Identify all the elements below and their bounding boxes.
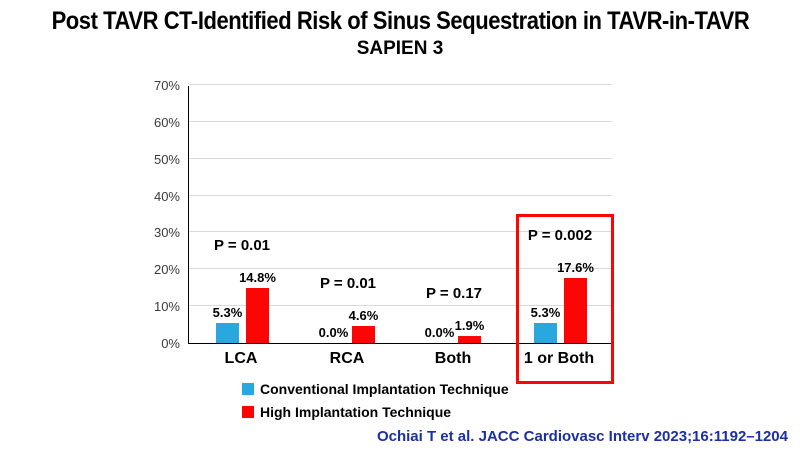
plot-area: 5.3% 14.8% P = 0.01 0.0% 4.6% P = 0.01 0.0% 1.9… (188, 84, 613, 344)
value-label: 14.8% (239, 270, 276, 286)
category-label-both: Both (434, 350, 472, 367)
value-label: 0.0% (424, 325, 455, 340)
gridline (189, 120, 612, 122)
bar-high-1-or-both (564, 278, 587, 343)
chart-subtitle: SAPIEN 3 (356, 38, 444, 59)
p-value-label: P = 0.01 (319, 275, 377, 293)
legend-label-conventional: Conventional Implantation Technique (260, 380, 509, 397)
bar-high-rca (352, 326, 375, 343)
y-tick-label: 30% (153, 225, 180, 241)
y-tick-label: 70% (153, 78, 180, 93)
y-tick-label: 40% (153, 188, 180, 204)
chart-title-text: Post TAVR CT-Identified Risk of Sinus Se… (51, 7, 749, 35)
legend-item-conventional: Conventional Implantation Technique (242, 380, 509, 397)
chart-title: Post TAVR CT-Identified Risk of Sinus Se… (0, 7, 800, 36)
bar-group-1-or-both: 5.3% 17.6% P = 0.002 (507, 86, 613, 343)
gridline (189, 84, 612, 85)
bar-high-both (458, 336, 481, 343)
p-value-label: P = 0.17 (425, 285, 483, 302)
y-tick-label: 60% (153, 114, 180, 130)
bar-conventional-lca (216, 323, 239, 343)
category-label-lca: LCA (224, 350, 258, 367)
p-value-label: P = 0.01 (213, 237, 271, 255)
legend: Conventional Implantation Technique High… (242, 381, 509, 427)
value-label: 4.6% (348, 308, 379, 324)
gridline (189, 305, 612, 307)
bar-group-both: 0.0% 1.9% P = 0.17 (401, 86, 507, 343)
bar-group-lca: 5.3% 14.8% P = 0.01 (189, 86, 295, 343)
citation: Ochiai T et al. JACC Cardiovasc Interv 2… (376, 428, 788, 445)
gridline (189, 194, 612, 196)
value-label: 5.3% (530, 305, 561, 321)
y-tick-label: 0% (161, 336, 180, 351)
legend-label-high: High Implantation Technique (260, 403, 452, 420)
highlight-box (516, 214, 614, 384)
gridline (189, 268, 612, 270)
category-label-1-or-both: 1 or Both (523, 350, 595, 367)
bar-conventional-1-or-both (534, 323, 557, 343)
conventional-swatch-icon (242, 382, 254, 395)
y-tick-label: 10% (153, 299, 180, 315)
y-tick-label: 20% (153, 262, 180, 278)
gridline (189, 157, 612, 159)
value-label: 17.6% (557, 260, 594, 276)
category-label-rca: RCA (329, 350, 365, 367)
value-label: 0.0% (318, 325, 349, 340)
value-label: 5.3% (212, 305, 243, 321)
y-tick-label: 50% (153, 151, 180, 167)
p-value-label: P = 0.002 (527, 227, 593, 245)
bar-group-rca: 0.0% 4.6% P = 0.01 (295, 86, 401, 343)
legend-item-high: High Implantation Technique (242, 403, 509, 420)
value-label: 1.9% (454, 318, 485, 333)
high-swatch-icon (242, 405, 254, 418)
bar-high-lca (246, 288, 269, 343)
gridline (189, 231, 612, 233)
